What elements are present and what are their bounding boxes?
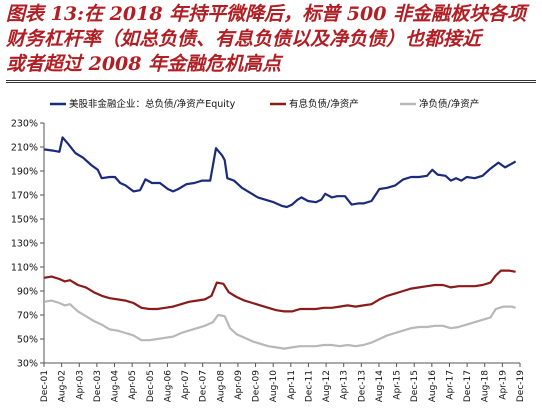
x-tick-label: Aug-08 [216, 370, 226, 403]
x-tick-label: Dec-15 [410, 370, 420, 402]
title-rule-bottom [6, 82, 536, 83]
x-tick-label: Apr-15 [393, 370, 403, 400]
x-tick-label: Apr-09 [234, 370, 244, 400]
legend-label-3: 净负债/净资产 [419, 98, 479, 110]
y-tick-label: 50% [17, 335, 38, 346]
y-tick-label: 30% [17, 359, 38, 370]
x-tick-label: Apr-11 [287, 370, 297, 400]
x-tick-label: Apr-03 [75, 370, 85, 400]
x-tick-label: Dec-09 [252, 370, 262, 402]
y-tick-label: 170% [11, 191, 38, 202]
chart-axes: 30% 50% 70% 90% 110% 130% 150% 170% 190% 210% 230%… [11, 119, 526, 403]
y-tick-label: 190% [11, 167, 38, 178]
x-tick-label: Aug-18 [481, 370, 491, 403]
series-line-2 [43, 269, 516, 313]
x-tick-label: Aug-12 [322, 370, 332, 402]
x-tick-label: Aug-10 [269, 370, 279, 403]
x-tick-label: Aug-16 [428, 370, 438, 403]
y-tick-label: 70% [17, 311, 38, 322]
figure-title-line-3: 或者超过 2008 年金融危机高点 [6, 53, 282, 75]
series-line-3 [43, 299, 516, 350]
y-tick-label: 110% [11, 263, 38, 274]
x-tick-label: Aug-02 [58, 370, 68, 402]
chart-legend: 美股非金融企业：总负债/净资产Equity 有息负债/净资产 净负债/净资产 [50, 98, 479, 110]
y-tick-label: 150% [11, 215, 38, 226]
series-line-1 [43, 136, 517, 209]
x-tick-label: Dec-11 [304, 370, 314, 402]
y-tick-label: 130% [11, 239, 38, 250]
x-tick-label: Dec-01 [40, 370, 50, 402]
x-tick-label: Dec-19 [516, 370, 526, 402]
chart-series [43, 136, 517, 350]
x-tick-label: Dec-13 [357, 370, 367, 402]
figure-title: 图表 13:在 2018 年持平微降后，标普 500 非金融板块各项 财务杠杆率… [6, 2, 538, 77]
x-tick-label: Dec-03 [93, 370, 103, 402]
legend-label-1: 美股非金融企业：总负债/净资产Equity [69, 98, 236, 110]
legend-label-2: 有息负债/净资产 [289, 98, 359, 110]
x-tick-label: Apr-13 [340, 370, 350, 400]
x-tick-label: Aug-04 [111, 370, 121, 403]
x-tick-label: Aug-06 [163, 370, 173, 403]
x-tick-label: Apr-07 [181, 370, 191, 400]
x-tick-label: Apr-17 [445, 370, 455, 400]
figure-title-line-1: 图表 13:在 2018 年持平微降后，标普 500 非金融板块各项 [6, 3, 527, 25]
y-tick-label: 210% [11, 143, 38, 154]
x-tick-label: Apr-19 [498, 370, 508, 400]
x-tick-label: Dec-05 [146, 370, 156, 402]
title-rule-top [6, 80, 536, 81]
x-tick-label: Dec-07 [199, 370, 209, 402]
y-tick-label: 90% [17, 287, 38, 298]
x-tick-label: Aug-14 [375, 370, 385, 403]
x-tick-label: Dec-17 [463, 370, 473, 402]
figure-title-line-2: 财务杠杆率（如总负债、有息负债以及净负债）也都接近 [6, 28, 482, 50]
y-tick-label: 230% [11, 119, 38, 130]
x-tick-label: Apr-05 [128, 370, 138, 400]
